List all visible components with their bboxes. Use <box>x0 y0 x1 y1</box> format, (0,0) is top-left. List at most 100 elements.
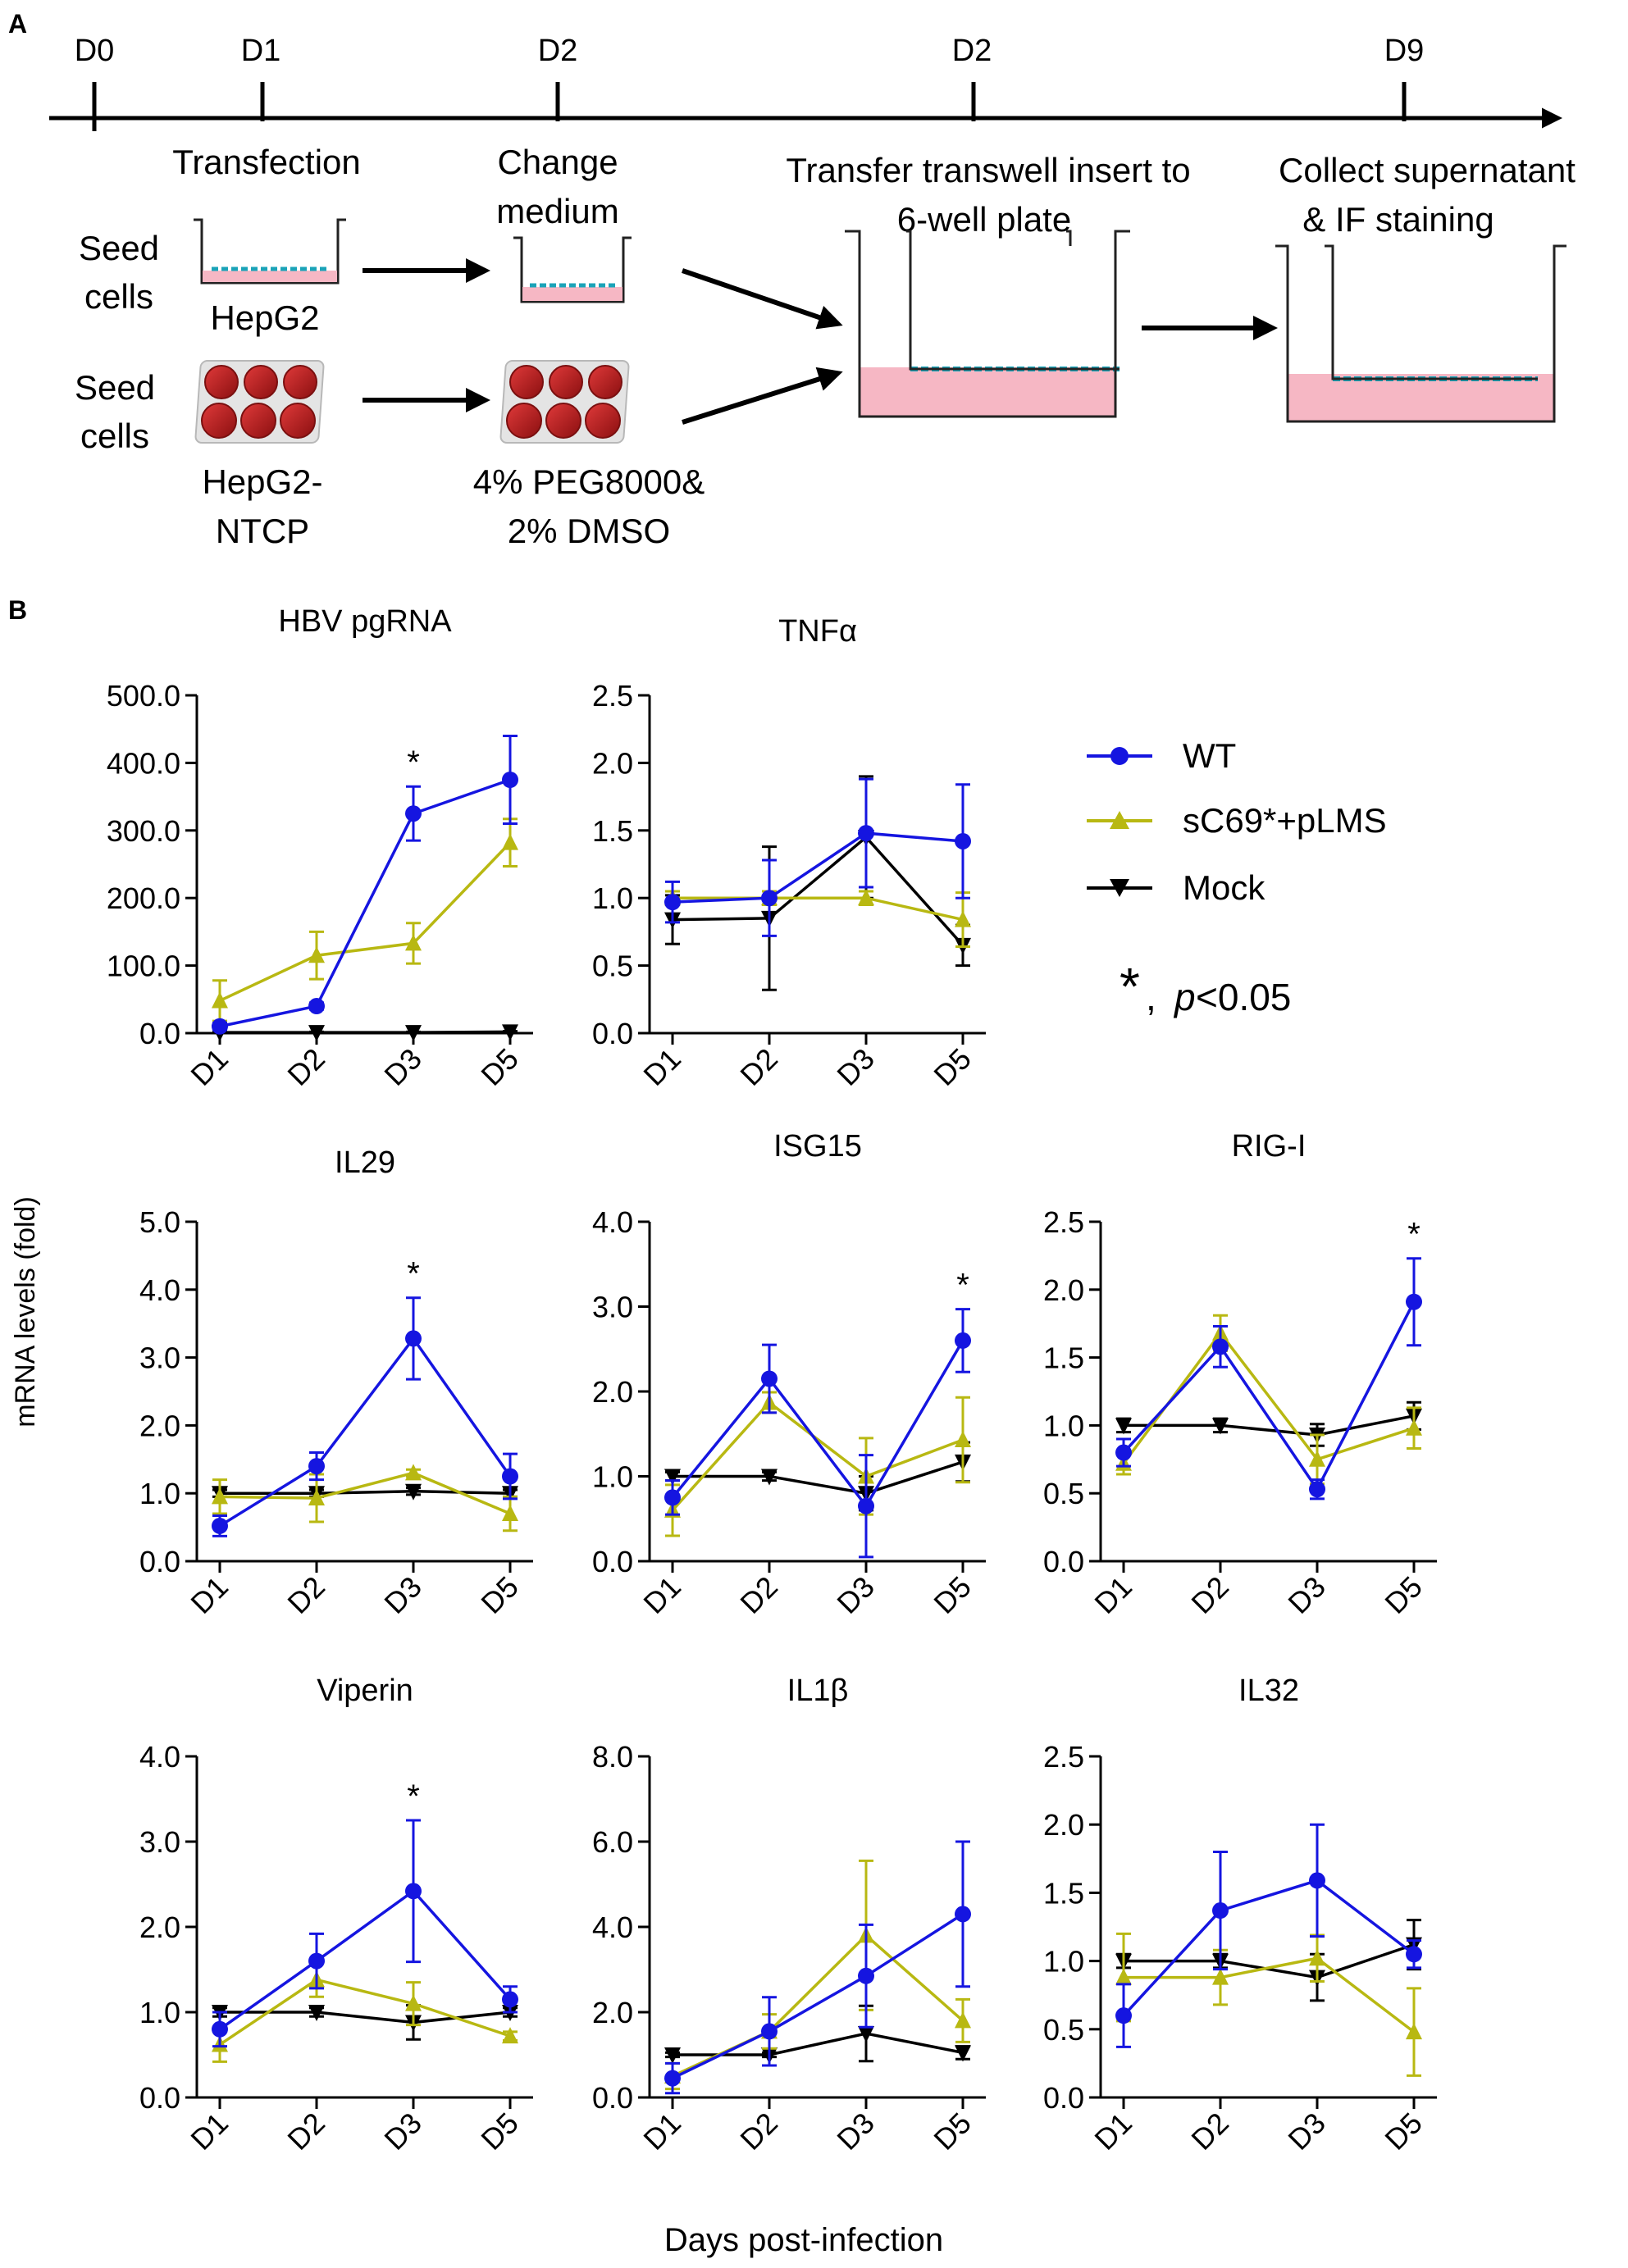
x-tick-label-d1: D1 <box>1088 2106 1138 2156</box>
data-point-sc69-plms <box>1212 1968 1229 1985</box>
y-tick-label: 0.5 <box>1043 1477 1084 1510</box>
y-tick-label: 400.0 <box>107 746 180 780</box>
timeline-ticks <box>92 82 1407 131</box>
chart-title: IL32 <box>1238 1674 1299 1708</box>
y-tick-label: 2.0 <box>139 1409 180 1442</box>
y-tick-label: 1.0 <box>139 1477 180 1510</box>
label-hepg2-ntcp-line2: NTCP <box>216 512 309 550</box>
label-peg-line2: 2% DMSO <box>508 512 670 550</box>
data-point-wt <box>858 1967 874 1984</box>
x-tick-label-d3: D3 <box>377 2106 428 2156</box>
data-point-sc69-plms <box>502 833 518 850</box>
x-tick-label-d2: D2 <box>280 2106 331 2156</box>
data-point-wt <box>502 1991 518 2008</box>
seed-cells-bottom-line1: Seed <box>75 368 155 407</box>
y-tick-label: 3.0 <box>592 1291 633 1324</box>
y-tick-label: 1.0 <box>1043 1409 1084 1442</box>
data-point-mock <box>1212 1418 1229 1435</box>
series-wt <box>664 1308 971 1559</box>
data-point-wt <box>761 1370 778 1387</box>
y-tick-label: 2.5 <box>1043 1205 1084 1239</box>
chart-title: HBV pgRNA <box>278 604 452 639</box>
data-point-mock <box>955 2045 971 2062</box>
y-tick-label: 1.5 <box>1043 1876 1084 1910</box>
y-tick-label: 1.0 <box>139 1996 180 2029</box>
legend-comma: , <box>1146 976 1156 1018</box>
series-line-sc69-plms <box>672 1933 964 2078</box>
y-tick-label: 0.0 <box>139 1017 180 1050</box>
y-tick-label: 2.0 <box>592 1996 633 2029</box>
legend-marker-sc69 <box>1110 811 1129 829</box>
series-line-sc69-plms <box>673 896 964 922</box>
series-line-mock <box>220 1489 511 1495</box>
y-tick-label: 2.0 <box>139 1910 180 1944</box>
legend-marker-wt <box>1110 747 1129 765</box>
series-line-wt <box>1122 1300 1416 1492</box>
x-tick-label-d5: D5 <box>1378 1569 1429 1620</box>
y-tick-label: 4.0 <box>592 1910 633 1944</box>
series-sc69-plms <box>212 817 518 1022</box>
significance-star: * <box>407 745 420 781</box>
series-line-mock <box>1124 1414 1415 1437</box>
data-point-sc69-plms <box>1406 1419 1422 1436</box>
six-well-plate-peg <box>499 360 630 444</box>
data-point-sc69-plms <box>405 1994 422 2011</box>
y-tick-label: 0.0 <box>592 1545 633 1578</box>
data-point-wt <box>405 805 422 822</box>
y-tick-label: 0.0 <box>139 2081 180 2115</box>
y-tick-label: 4.0 <box>592 1205 633 1239</box>
legend-threshold: <0.05 <box>1196 976 1291 1018</box>
series-wt <box>1115 1823 1422 2048</box>
data-point-wt <box>1309 1872 1325 1889</box>
data-point-wt <box>308 998 325 1015</box>
x-tick-label-d2: D2 <box>1184 2106 1235 2156</box>
series-line-sc69-plms <box>219 1978 511 2046</box>
series-mock <box>664 775 971 991</box>
y-tick-label: 4.0 <box>139 1740 180 1774</box>
legend-entry-mock: Mock <box>1087 868 1265 907</box>
y-tick-label: 2.5 <box>1043 1740 1084 1774</box>
data-point-sc69-plms <box>1406 2023 1422 2040</box>
y-tick-label: 100.0 <box>107 950 180 983</box>
step-transfer-line2: 6-well plate <box>897 200 1071 239</box>
y-tick-label: 3.0 <box>139 1825 180 1859</box>
timeline-label-d2: D2 <box>538 34 578 68</box>
data-point-sc69-plms <box>1309 1949 1325 1966</box>
x-tick-label-d5: D5 <box>474 2106 525 2156</box>
chart-il32: IL32 0.0 0.5 1.0 1.5 2.0 2.5 D1 D2 D3 D5 <box>1043 1674 1437 2156</box>
series-wt <box>212 1296 518 1537</box>
label-hepg2-ntcp-line1: HepG2- <box>202 462 322 501</box>
series-line-wt <box>219 1336 512 1528</box>
y-tick-label: 1.0 <box>592 881 633 915</box>
series-wt <box>1115 1257 1422 1501</box>
data-point-sc69-plms <box>212 991 228 1009</box>
step-collect-line2: & IF staining <box>1302 200 1493 239</box>
label-hepg2: HepG2 <box>210 298 319 337</box>
data-point-sc69-plms <box>405 1464 422 1481</box>
y-tick-label: 1.5 <box>592 814 633 848</box>
data-point-wt <box>1309 1481 1325 1498</box>
x-tick-label-d1: D1 <box>1088 1569 1138 1620</box>
series-line-mock <box>1124 1942 1415 1979</box>
series-line-mock <box>673 1460 964 1495</box>
data-point-mock <box>502 1024 518 1041</box>
data-point-wt <box>955 1906 971 1923</box>
data-point-wt <box>405 1330 422 1347</box>
y-tick-label: 2.5 <box>592 679 633 713</box>
seed-cells-top-line1: Seed <box>79 229 159 267</box>
data-point-wt <box>1212 1338 1229 1355</box>
x-tick-label-d3: D3 <box>377 1569 428 1620</box>
chart-il29: IL29 0.0 1.0 2.0 3.0 4.0 5.0 D1 D2 D3 D5 * <box>139 1145 533 1620</box>
data-point-wt <box>308 1952 325 1970</box>
data-point-wt <box>858 1497 874 1514</box>
step-transfer-line1: Transfer transwell insert to <box>786 151 1190 189</box>
significance-star: * <box>1407 1217 1421 1253</box>
series-line-sc69-plms <box>671 1400 964 1512</box>
timeline-label-d1: D1 <box>241 34 281 68</box>
legend-marker-mock <box>1110 879 1129 897</box>
y-tick-label: 1.0 <box>1043 1945 1084 1979</box>
data-point-wt <box>1406 1293 1422 1310</box>
step-collect-line1: Collect supernatant <box>1279 151 1576 189</box>
data-point-wt <box>502 1468 518 1485</box>
